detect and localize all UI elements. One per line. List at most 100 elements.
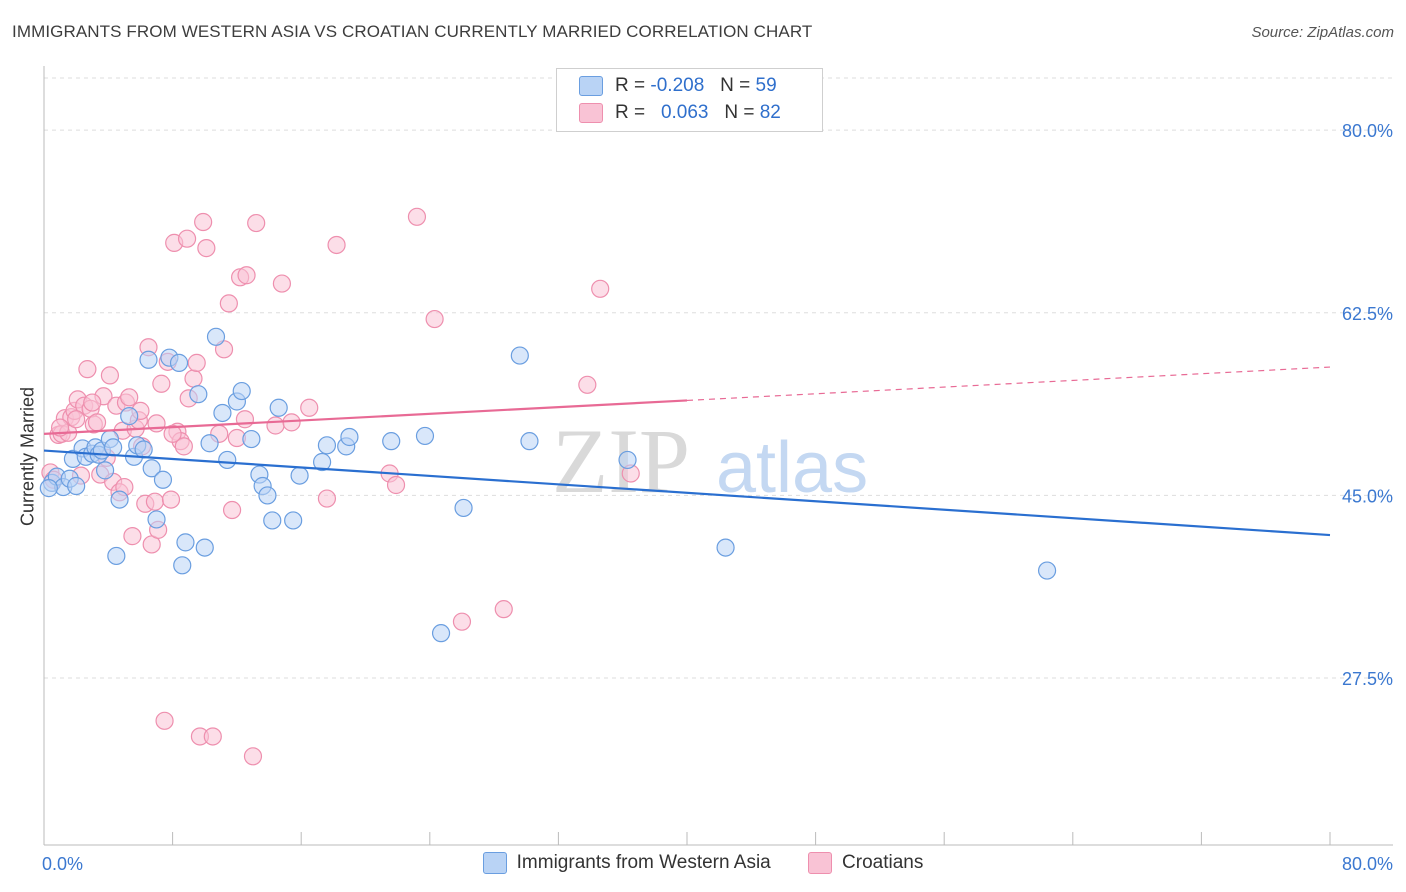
data-point bbox=[194, 212, 213, 232]
y-tick-label: 45.0% bbox=[1342, 486, 1393, 506]
data-point bbox=[232, 381, 251, 401]
data-point bbox=[176, 533, 195, 552]
data-point bbox=[120, 388, 139, 407]
data-point bbox=[290, 466, 309, 485]
data-point bbox=[123, 527, 142, 546]
legend-label: Immigrants from Western Asia bbox=[516, 852, 771, 874]
chart-title: IMMIGRANTS FROM WESTERN ASIA VS CROATIAN… bbox=[12, 22, 813, 41]
data-point bbox=[83, 393, 102, 412]
data-point bbox=[284, 511, 303, 530]
series-western-asia-points bbox=[39, 327, 1057, 643]
trend-line bbox=[43, 449, 1331, 537]
y-axis-label: Currently Married bbox=[17, 386, 38, 527]
data-point bbox=[120, 407, 139, 426]
data-point bbox=[110, 490, 129, 509]
data-point bbox=[454, 498, 473, 518]
data-point bbox=[247, 213, 266, 233]
data-point bbox=[1037, 561, 1057, 580]
n-label: N = bbox=[724, 102, 755, 123]
data-point bbox=[510, 346, 529, 365]
data-point bbox=[237, 266, 256, 285]
data-point bbox=[104, 438, 123, 457]
data-point bbox=[107, 546, 126, 566]
data-point bbox=[382, 432, 401, 451]
data-point bbox=[317, 436, 337, 455]
y-tick-label: 80.0% bbox=[1342, 121, 1393, 141]
series-croatians-points bbox=[41, 207, 640, 766]
x-tick-label: 80.0% bbox=[1342, 854, 1393, 874]
legend-swatch-pink bbox=[808, 852, 833, 874]
data-point bbox=[425, 309, 444, 329]
data-point bbox=[218, 450, 237, 470]
trend-lines bbox=[43, 366, 1331, 537]
data-point bbox=[266, 416, 285, 435]
legend-row-croatians: R = 0.063 N = 82 bbox=[579, 102, 781, 126]
data-point bbox=[155, 711, 174, 730]
legend-item-western-asia: Immigrants from Western Asia bbox=[482, 852, 771, 874]
r-value: 0.063 bbox=[660, 102, 709, 123]
data-point bbox=[591, 279, 610, 298]
watermark-atlas: atlas bbox=[716, 428, 868, 508]
data-point bbox=[317, 489, 337, 508]
correlation-legend: R = -0.208 N = 59 R = 0.063 N = 82 bbox=[556, 68, 823, 132]
n-label: N = bbox=[720, 75, 751, 96]
data-point bbox=[578, 375, 597, 394]
data-point bbox=[312, 452, 332, 472]
data-point bbox=[195, 538, 214, 557]
data-point bbox=[269, 398, 288, 417]
data-point bbox=[494, 600, 513, 619]
data-point bbox=[235, 410, 255, 429]
source-label: Source: ZipAtlas.com bbox=[1251, 24, 1394, 41]
data-point bbox=[407, 207, 427, 226]
data-point bbox=[716, 538, 735, 557]
data-point bbox=[197, 238, 216, 258]
data-point bbox=[163, 424, 182, 443]
data-point bbox=[219, 294, 238, 313]
data-point bbox=[145, 492, 165, 511]
data-point bbox=[452, 612, 472, 631]
data-point bbox=[139, 350, 158, 369]
data-point bbox=[386, 475, 406, 495]
y-tick-label: 62.5% bbox=[1342, 304, 1393, 324]
series-legend: Immigrants from Western Asia Croatians bbox=[0, 852, 1406, 874]
r-label: R = bbox=[615, 102, 646, 123]
data-point bbox=[200, 434, 219, 453]
legend-row-western-asia: R = -0.208 N = 59 bbox=[579, 75, 777, 99]
data-point bbox=[67, 476, 86, 496]
data-point bbox=[213, 403, 232, 423]
data-point bbox=[95, 461, 115, 480]
data-point bbox=[203, 727, 222, 746]
data-point bbox=[206, 327, 226, 346]
data-point bbox=[415, 426, 435, 446]
data-point bbox=[222, 500, 242, 520]
data-point bbox=[189, 385, 208, 404]
x-tick-label: 0.0% bbox=[42, 854, 83, 874]
data-point bbox=[152, 374, 171, 393]
data-point bbox=[184, 369, 203, 388]
grid-lines bbox=[44, 77, 1393, 679]
data-point bbox=[272, 274, 292, 293]
x-tick-labels: 0.0% 80.0% bbox=[42, 854, 1393, 874]
legend-swatch-pink bbox=[579, 102, 603, 123]
data-point bbox=[147, 510, 166, 529]
data-point bbox=[67, 410, 86, 429]
data-point bbox=[39, 479, 58, 498]
watermark: ZIP atlas bbox=[552, 410, 868, 512]
data-point bbox=[153, 470, 173, 489]
r-label: R = bbox=[615, 75, 646, 96]
data-point bbox=[142, 459, 161, 478]
data-point bbox=[520, 432, 539, 451]
data-point bbox=[173, 556, 192, 575]
data-point bbox=[87, 413, 107, 432]
axes bbox=[43, 66, 1393, 846]
data-point bbox=[161, 490, 181, 509]
data-point bbox=[177, 229, 197, 248]
data-point bbox=[242, 429, 261, 449]
data-point bbox=[174, 437, 193, 456]
legend-swatch-blue bbox=[482, 852, 507, 874]
data-point bbox=[169, 353, 189, 372]
data-point bbox=[618, 450, 637, 470]
data-point bbox=[431, 624, 451, 643]
data-point bbox=[100, 366, 120, 385]
